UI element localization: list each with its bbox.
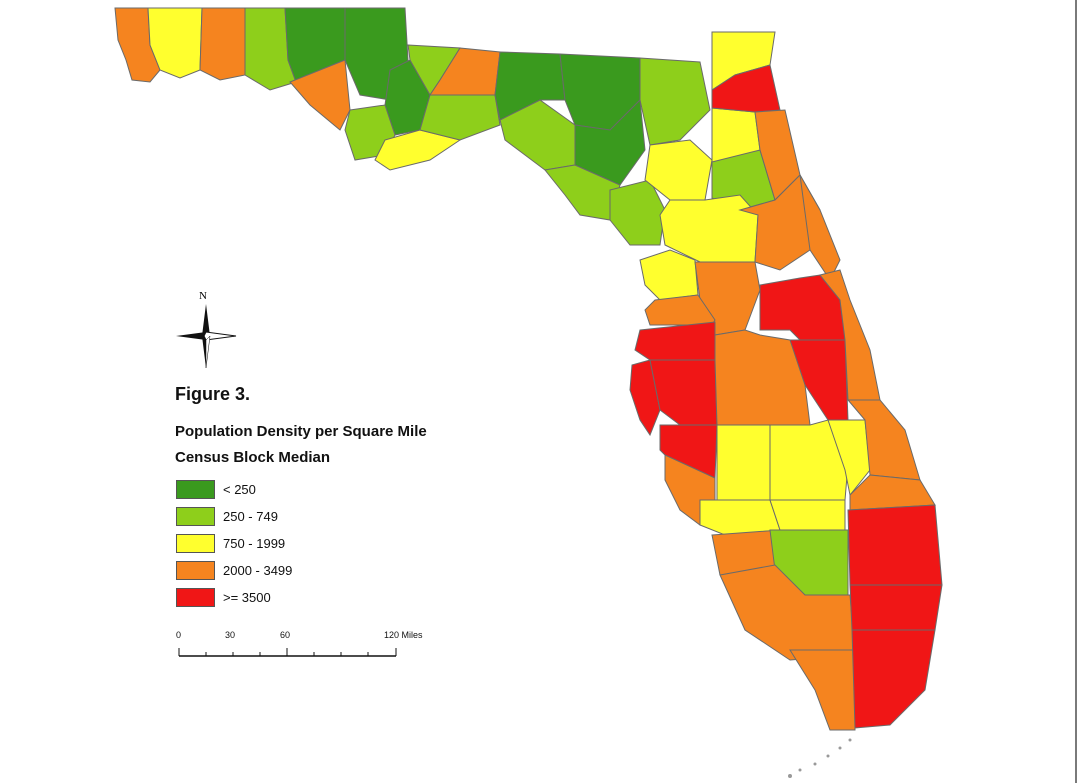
legend-subtitle: Census Block Median (175, 449, 331, 466)
county-region (634, 321, 716, 363)
county-region (851, 629, 936, 729)
scale-bar: 0 30 60 120 Miles (176, 630, 436, 664)
legend-swatch (176, 561, 215, 580)
county-region (799, 174, 841, 281)
legend-item: 250 - 749 (176, 503, 292, 530)
legend: < 250 250 - 749 750 - 1999 2000 - 3499 >… (176, 476, 292, 611)
legend-label: 250 - 749 (223, 509, 278, 524)
north-arrow-icon (176, 304, 237, 369)
county-region (419, 94, 501, 141)
county-region (769, 499, 846, 531)
legend-label: 750 - 1999 (223, 536, 286, 551)
county-region (849, 474, 936, 511)
county-region (714, 329, 811, 426)
legend-item: 750 - 1999 (176, 530, 292, 557)
county-region (716, 424, 771, 501)
map-layer (114, 7, 943, 778)
county-region (789, 649, 856, 731)
scale-tick-label: 60 (280, 630, 291, 640)
county-region (827, 419, 871, 497)
county-region (639, 57, 711, 146)
scale-tick-label: 30 (225, 630, 236, 640)
scale-tick-label: 0 (176, 630, 182, 640)
legend-label: 2000 - 3499 (223, 563, 293, 578)
figure-title: Figure 3. (175, 384, 251, 404)
map-frame-border (1075, 0, 1077, 783)
legend-swatch (176, 534, 215, 553)
scale-tick-label: 120 Miles (384, 630, 423, 640)
north-label: N (199, 290, 207, 302)
legend-item: < 250 (176, 476, 292, 503)
legend-item: 2000 - 3499 (176, 557, 292, 584)
county-region (847, 504, 943, 586)
scale-bar-line (178, 648, 397, 657)
county-region (699, 499, 781, 536)
legend-swatch (176, 507, 215, 526)
legend-swatch (176, 480, 215, 499)
legend-label: >= 3500 (223, 590, 271, 605)
county-region (639, 249, 699, 301)
legend-title: Population Density per Square Mile (175, 423, 427, 440)
keys-islands (788, 738, 852, 778)
county-region (849, 584, 943, 631)
legend-swatch (176, 588, 215, 607)
county-region (199, 7, 246, 81)
legend-item: >= 3500 (176, 584, 292, 611)
county-region (649, 359, 718, 426)
legend-label: < 250 (223, 482, 256, 497)
